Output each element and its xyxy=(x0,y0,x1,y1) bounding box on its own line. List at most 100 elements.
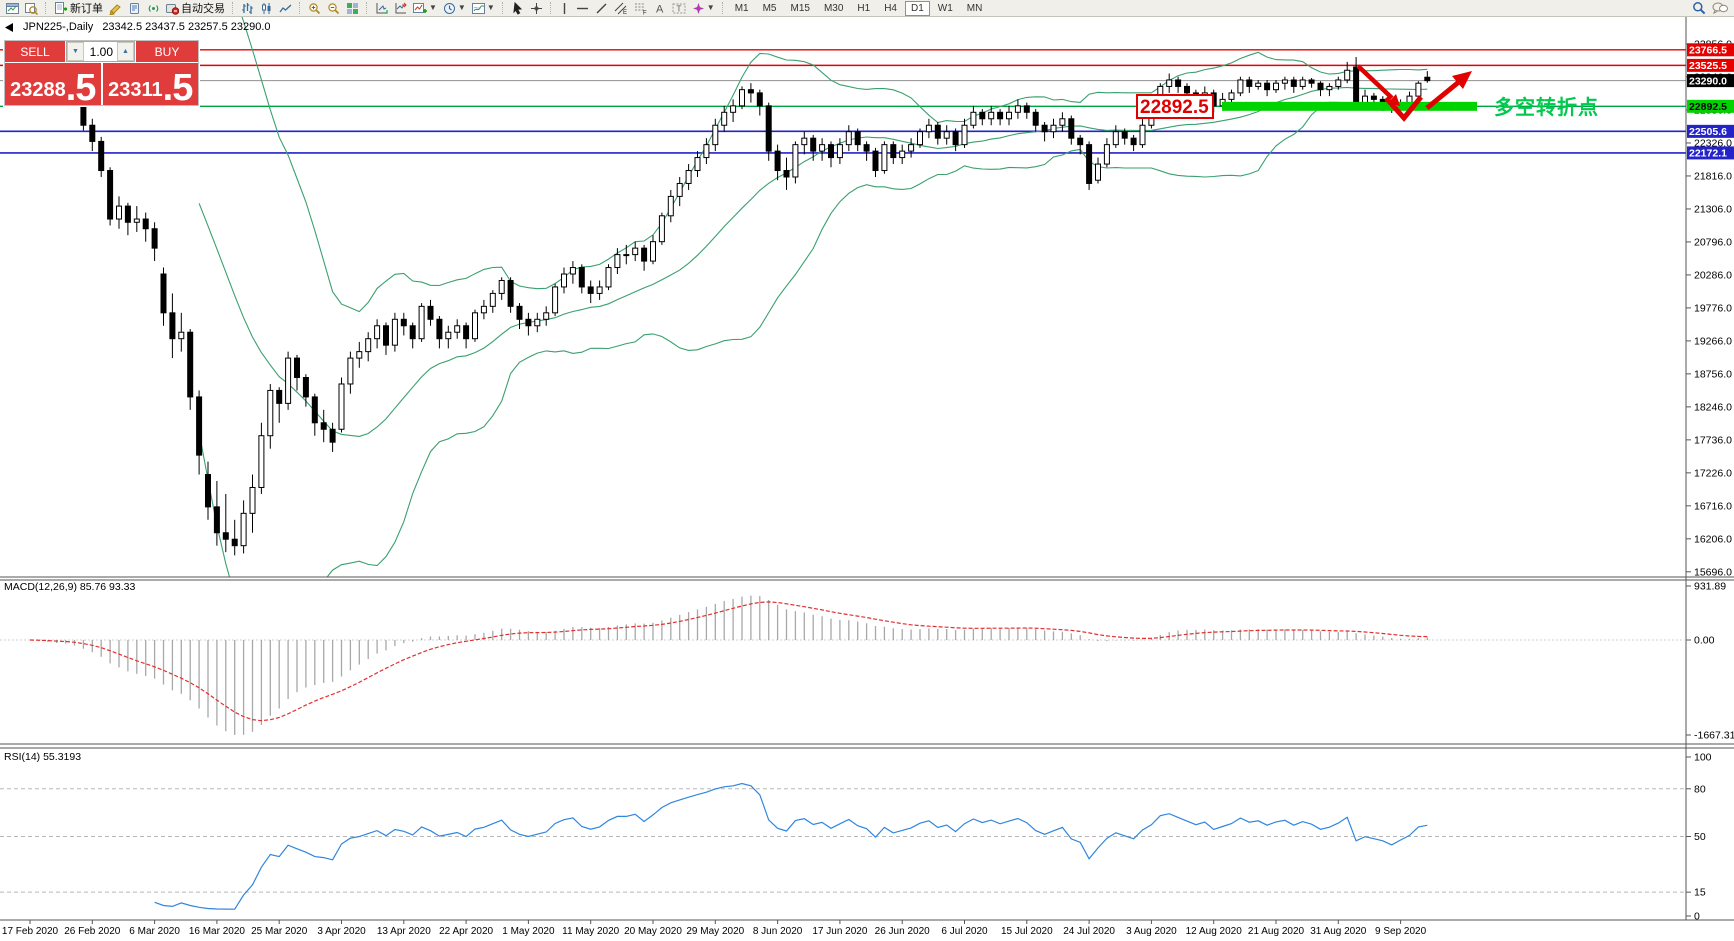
timeframe-w1-button[interactable]: W1 xyxy=(937,2,953,14)
candlestick-icon xyxy=(262,2,271,14)
search-icon[interactable] xyxy=(1692,1,1706,15)
trendline-icon xyxy=(596,3,607,13)
turning-point-annotation: 多空转折点 xyxy=(1494,95,1599,119)
rsi-label: RSI(14) 55.3193 xyxy=(4,751,81,763)
autotrade-button[interactable]: 自动交易 xyxy=(163,1,228,16)
new-chart-button[interactable] xyxy=(3,1,22,16)
svg-text:22892.5: 22892.5 xyxy=(1689,101,1727,113)
annotations: 22892.5 多空转折点 xyxy=(1136,64,1599,122)
chart-title-bar: JPN225-,Daily 23342.5 23437.5 23257.5 23… xyxy=(5,21,271,33)
new-order-button[interactable]: 新订单 xyxy=(51,1,106,16)
buy-price[interactable]: 23311.5 xyxy=(102,63,198,109)
periods-dropdown-caret[interactable]: ▼ xyxy=(457,3,466,12)
fibonacci-button[interactable]: F xyxy=(631,1,651,16)
rsi-levels xyxy=(0,788,1686,893)
cursor-button[interactable] xyxy=(508,1,527,16)
vertical-line-button[interactable] xyxy=(556,1,573,16)
new-order-icon xyxy=(55,1,67,14)
scripts-button[interactable] xyxy=(125,1,144,16)
svg-text:21 Aug 2020: 21 Aug 2020 xyxy=(1248,926,1305,937)
chart-canvas[interactable]: 22892.5 多空转折点 23856.023346.022836.022326.0… xyxy=(0,17,1734,941)
indicators-button[interactable]: ▼ xyxy=(410,1,440,16)
svg-text:26 Jun 2020: 26 Jun 2020 xyxy=(875,926,930,937)
svg-text:E: E xyxy=(623,10,627,15)
svg-text:RSI(14) 55.3193: RSI(14) 55.3193 xyxy=(4,751,81,763)
channel-button[interactable]: E xyxy=(611,1,631,16)
macd-axis: 931.89 0.00 -1667.31 xyxy=(1686,581,1734,742)
tile-windows-button[interactable] xyxy=(343,1,362,16)
text-label-button[interactable]: T xyxy=(669,1,689,16)
templates-button[interactable]: ▼ xyxy=(469,1,498,16)
zoom-out-icon xyxy=(328,2,340,14)
chart-shift-icon xyxy=(395,2,407,13)
zoom-out-button[interactable] xyxy=(324,1,343,16)
svg-text:F: F xyxy=(643,10,647,15)
chart-shift-button[interactable] xyxy=(391,1,410,16)
candlestick-button[interactable] xyxy=(257,1,276,16)
volume-decrease-button[interactable]: ▼ xyxy=(67,42,84,61)
timeframe-h4-button[interactable]: H4 xyxy=(884,2,897,14)
svg-text:3 Aug 2020: 3 Aug 2020 xyxy=(1126,926,1177,937)
svg-text:-1667.31: -1667.31 xyxy=(1694,730,1734,742)
buy-price-frac: .5 xyxy=(162,67,194,109)
styler-icon xyxy=(109,3,121,15)
styler-button[interactable] xyxy=(106,1,125,16)
timeframe-d1-button[interactable]: D1 xyxy=(905,0,930,16)
svg-text:3 Apr 2020: 3 Apr 2020 xyxy=(317,926,366,937)
line-chart-icon xyxy=(279,4,292,12)
candles xyxy=(27,48,1431,556)
price-axis: 23856.023346.022836.022326.021816.021306… xyxy=(1686,39,1734,578)
symbol-timeframe-label: JPN225-,Daily xyxy=(23,21,94,33)
sell-button[interactable]: SELL xyxy=(5,41,65,62)
toolbar: 新订单 自动交易 ▼ ▼ ▼ E F A T ▼ M1 M5 M15 M30 H1 H4 D… xyxy=(0,0,1734,17)
timeframe-m1-button[interactable]: M1 xyxy=(734,2,749,14)
horizontal-line-button[interactable] xyxy=(573,1,592,16)
arrows-dropdown-caret[interactable]: ▼ xyxy=(706,3,715,12)
trendline-button[interactable] xyxy=(592,1,611,16)
volume-value[interactable]: 1.00 xyxy=(89,44,113,59)
svg-text:20286.0: 20286.0 xyxy=(1694,269,1732,281)
svg-text:15 Jul 2020: 15 Jul 2020 xyxy=(1001,926,1053,937)
svg-text:15696.0: 15696.0 xyxy=(1694,566,1732,578)
svg-text:6 Mar 2020: 6 Mar 2020 xyxy=(129,926,180,937)
line-chart-button[interactable] xyxy=(276,1,295,16)
timeframe-m15-button[interactable]: M15 xyxy=(790,2,810,14)
indicators-dropdown-caret[interactable]: ▼ xyxy=(429,3,437,12)
crosshair-button[interactable] xyxy=(527,1,546,16)
svg-text:20 May 2020: 20 May 2020 xyxy=(624,926,682,937)
chat-icon[interactable] xyxy=(1712,1,1728,15)
text-button[interactable]: A xyxy=(651,1,669,16)
svg-text:26 Feb 2020: 26 Feb 2020 xyxy=(64,926,121,937)
timeframe-m5-button[interactable]: M5 xyxy=(762,2,777,14)
signals-button[interactable] xyxy=(144,1,163,16)
toolbar-separator xyxy=(549,2,552,14)
toolbar-separator xyxy=(501,2,504,14)
bar-chart-icon xyxy=(242,2,253,14)
timeframe-h1-button[interactable]: H1 xyxy=(857,2,871,14)
bar-chart-button[interactable] xyxy=(238,1,257,16)
svg-text:22892.5: 22892.5 xyxy=(1140,97,1209,118)
templates-dropdown-caret[interactable]: ▼ xyxy=(486,3,495,12)
arrows-button[interactable]: ▼ xyxy=(689,1,718,16)
svg-text:T: T xyxy=(676,4,681,13)
periods-button[interactable]: ▼ xyxy=(440,1,469,16)
buy-button[interactable]: BUY xyxy=(136,41,198,62)
profiles-button[interactable] xyxy=(22,1,41,16)
svg-text:19776.0: 19776.0 xyxy=(1694,302,1732,314)
volume-increase-button[interactable]: ▲ xyxy=(117,42,134,61)
timeframe-mn-button[interactable]: MN xyxy=(966,2,983,14)
auto-scroll-button[interactable] xyxy=(372,1,391,16)
volume-stepper[interactable]: ▼ 1.00 ▲ xyxy=(66,41,135,62)
svg-text:80: 80 xyxy=(1694,783,1706,795)
timeframe-m30-button[interactable]: M30 xyxy=(823,2,844,14)
toolbar-separator xyxy=(721,2,724,14)
svg-text:29 May 2020: 29 May 2020 xyxy=(686,926,744,937)
sell-price[interactable]: 23288.5 xyxy=(5,63,101,107)
crosshair-icon xyxy=(530,2,542,14)
svg-text:22 Apr 2020: 22 Apr 2020 xyxy=(439,926,493,937)
svg-text:23290.0: 23290.0 xyxy=(1689,75,1727,87)
svg-text:1 May 2020: 1 May 2020 xyxy=(502,926,555,937)
toolbar-separator xyxy=(366,2,368,14)
zoom-in-button[interactable] xyxy=(305,1,324,16)
tile-windows-icon xyxy=(347,2,358,14)
